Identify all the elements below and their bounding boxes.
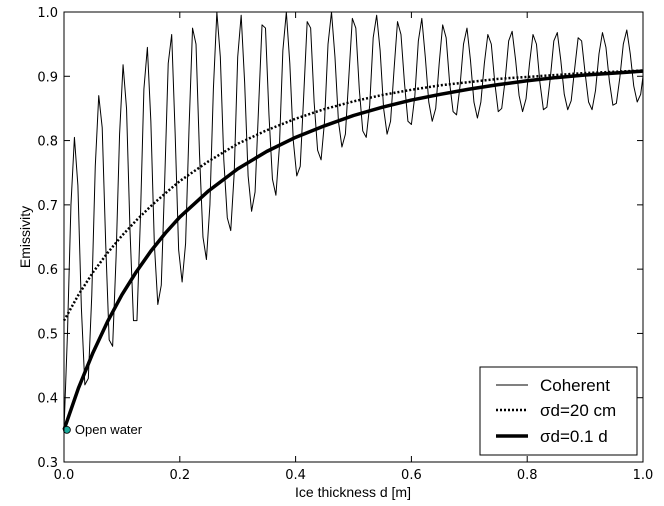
y-tick-label: 1.0	[37, 6, 58, 21]
x-tick-label: 0.4	[285, 468, 306, 483]
plot-frame	[63, 11, 644, 463]
annotation-layer: Open water	[62, 422, 143, 437]
y-tick-label: 0.4	[37, 392, 58, 407]
y-tick-label: 0.8	[37, 135, 58, 150]
x-axis-label: Ice thickness d [m]	[295, 484, 411, 500]
series-layer	[62, 11, 644, 431]
y-tick-label: 0.6	[37, 263, 58, 278]
open-water-label: Open water	[75, 422, 143, 437]
x-tick-label: 0.2	[169, 468, 190, 483]
x-tick-label: 0.8	[517, 468, 538, 483]
y-tick-label: 0.5	[37, 327, 58, 342]
legend-label-sigma-01d: σd=0.1 d	[540, 427, 608, 446]
y-tick-label: 0.9	[37, 70, 58, 85]
legend-box	[479, 366, 638, 456]
x-tick-label: 1.0	[633, 468, 654, 483]
series-line-2	[62, 69, 644, 431]
x-tick-label: 0.0	[54, 468, 75, 483]
legend-label-sigma-20cm: σd=20 cm	[540, 401, 616, 420]
y-axis-label: Emissivity	[17, 206, 33, 268]
y-tick-label: 0.3	[37, 456, 58, 471]
open-water-marker	[62, 425, 71, 434]
x-tick-label: 0.6	[401, 468, 422, 483]
legend: Coherent σd=20 cm σd=0.1 d	[479, 366, 638, 456]
y-tick-label: 0.7	[37, 199, 58, 214]
ticks-layer: 0.0 0.2 0.4 0.6 0.8 1.0 0.3 0.4 0.5 0.6 0.7 0.8 0.9 1…	[37, 6, 653, 483]
legend-label-coherent: Coherent	[540, 376, 610, 395]
series-line-0	[63, 11, 644, 430]
